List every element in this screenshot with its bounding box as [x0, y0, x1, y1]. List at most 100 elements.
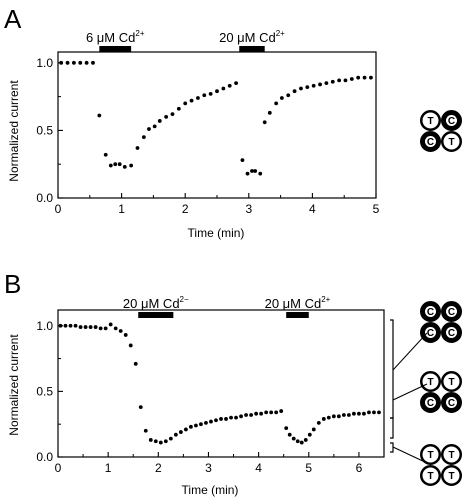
panel-b-data-point [295, 439, 300, 444]
subunit-letter: C [448, 398, 455, 409]
panel-a-data-point [267, 110, 272, 115]
panel-b-x-tick-label: 4 [255, 461, 262, 475]
panel-a-data-point [279, 96, 284, 100]
subunit-letter: C [448, 116, 455, 127]
panel-a-data-point [369, 75, 373, 80]
subunit-core [422, 467, 439, 484]
panel-a-data-point [176, 106, 181, 111]
panel-a-data-point [215, 89, 219, 94]
panel-a-data-point [84, 60, 89, 65]
panel-b-application-label: 20 μM Cd2− [123, 295, 189, 311]
panel-b-data-point [299, 440, 304, 445]
panel-b-data-point [138, 405, 143, 410]
panel-b-data-point [194, 423, 198, 428]
panel-b-data-point [362, 411, 366, 416]
panel-a-y-tick-label: 1.0 [36, 56, 53, 70]
panel-b-data-point [274, 410, 279, 415]
panel-a-plot-frame [57, 51, 377, 199]
panel-a-application-label-sup: 2+ [276, 29, 285, 38]
bracket-lower [390, 442, 394, 453]
panel-b-application-label-text: 20 μM Cd [123, 296, 180, 311]
panel-a-data-point [262, 120, 267, 125]
panel-b-data-point [377, 410, 381, 415]
panel-b-x-tick-label: 5 [305, 461, 312, 475]
panel-a-x-tick-label: 4 [309, 202, 316, 216]
panel-a-data-point [324, 81, 329, 85]
panel-b-y-tick-label: 0.0 [36, 450, 53, 464]
panel-b-x-tick-label: 2 [155, 461, 162, 475]
legend-a-tctc: T CC T [420, 110, 462, 152]
panel-a-x-tick-label: 3 [245, 202, 252, 216]
subunit-letter: T [448, 450, 454, 461]
panel-b-data-point [303, 438, 308, 442]
panel-a-application-bar [99, 46, 132, 52]
panel-a-data-point [330, 79, 335, 84]
subunit-letter: C [427, 328, 434, 339]
panel-b-data-point [73, 323, 78, 328]
panel-a-data-point [250, 169, 254, 173]
subunit-letter: T [448, 137, 454, 148]
panel-a-data-point [129, 163, 134, 168]
subunit-core [422, 373, 439, 390]
panel-b-xlabel: Time (min) [182, 483, 239, 497]
panel-a-application-label: 6 μM Cd2+ [86, 29, 145, 45]
panel-a-data-point [164, 114, 169, 119]
panel-b-data-point [143, 428, 148, 433]
panel-b-x-tick-label: 3 [205, 461, 212, 475]
panel-b-application-bar [138, 312, 174, 318]
panel-b-data-point [316, 420, 321, 425]
panel-a-data-point [305, 85, 310, 90]
panel-b-data-point [68, 323, 73, 328]
panel-a-data-point [196, 96, 200, 100]
panel-a-plot: 0 1 2 3 4 50.00.51.06 μM Cd2+ 20 μM Cd2+ [36, 29, 379, 216]
panel-a-data-point [183, 101, 188, 106]
panel-a-x-tick-label: 2 [182, 202, 189, 216]
panel-a-data-point [103, 152, 108, 157]
bracket-middle-leader [392, 383, 428, 401]
panel-a-xlabel: Time (min) [188, 226, 245, 240]
panel-a-data-point [135, 146, 140, 150]
panel-a-data-point [292, 89, 297, 94]
subunit-letter: T [427, 116, 433, 127]
panel-a-data-point [356, 75, 361, 80]
panel-a-x-tick-label: 5 [373, 202, 380, 216]
panel-b-data-point [279, 409, 284, 413]
panel-b-data-point [336, 414, 341, 419]
panel-a-data-point [170, 112, 175, 117]
panel-b-data-point [287, 432, 292, 437]
subunit-core [446, 115, 457, 126]
panel-a-x-tick-label: 0 [55, 202, 62, 216]
subunit-letter: C [427, 398, 434, 409]
panel-a-data-point [147, 127, 151, 131]
panel-a-y-tick-label: 0.0 [36, 191, 53, 205]
legend-b-bracket [390, 319, 428, 464]
subunit-letter: C [448, 328, 455, 339]
panel-b-data-point [93, 325, 98, 329]
panel-a: A Normalized current Time (min) 0 1 2 3 4 5 0.… [4, 4, 380, 240]
panel-a-data-point [258, 171, 263, 176]
panel-b-data-point [199, 422, 203, 427]
panel-b-data-point [63, 323, 68, 328]
panel-b-data-point [357, 411, 361, 416]
panel-a-data-point [141, 135, 146, 140]
panel-b-x-tick-label: 6 [356, 461, 363, 475]
legend-a-cluster: T CC T [420, 110, 462, 152]
panel-b-data-point [367, 410, 371, 415]
panel-a-data-point [202, 93, 207, 98]
panel-b-data-point [341, 413, 346, 417]
panel-b-application-bar [286, 312, 309, 318]
panel-a-data-point [189, 98, 194, 103]
panel-b-x-tick-label: 1 [105, 461, 112, 475]
panel-b-data-point [331, 414, 336, 419]
panel-a-application-label-text: 6 μM Cd [86, 30, 135, 45]
panel-a-data-point [311, 83, 316, 88]
panel-a-data-point [337, 78, 342, 83]
subunit-core [443, 446, 460, 463]
panel-a-data-point [152, 124, 157, 129]
panel-b-data-point [372, 410, 376, 415]
subunit-core [422, 112, 439, 129]
panel-b-data-point [326, 415, 331, 420]
legend-b-stack: C CC CT TC CT TT T [420, 301, 462, 486]
panel-b-data-point [88, 325, 93, 329]
